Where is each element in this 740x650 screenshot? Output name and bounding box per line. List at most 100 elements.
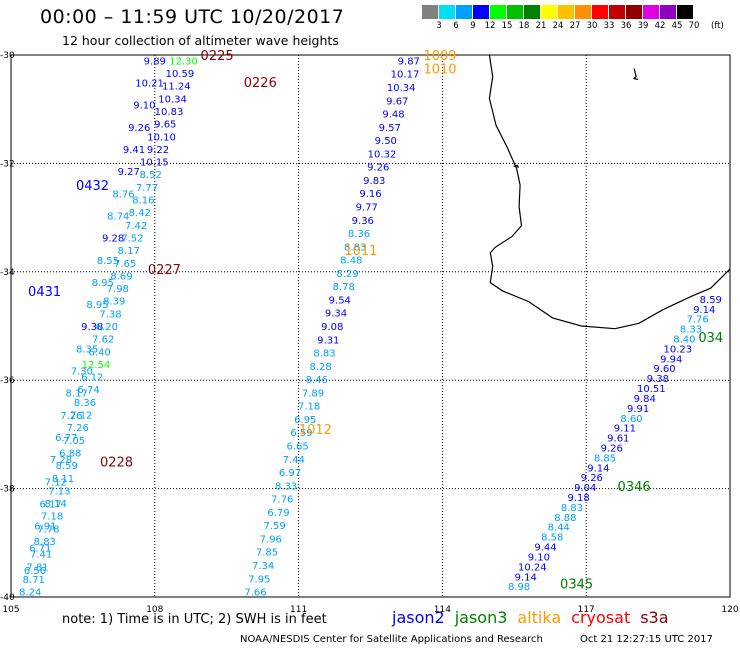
color-scale-tick: 70	[688, 21, 700, 31]
color-scale-ticks: 3 6 9 12 15 18 21 24 27 30 33 36 39 42 45 70	[422, 19, 699, 33]
wave-height-value: 8.55	[97, 256, 119, 267]
wave-height-value: 7.96	[260, 535, 282, 546]
footer-timestamp: Oct 21 12:27:15 UTC 2017	[580, 634, 713, 645]
wave-height-value: 12.54	[82, 360, 111, 371]
wave-height-value: 10.32	[368, 149, 397, 160]
wave-height-value: 7.13	[48, 486, 70, 497]
wave-height-value: 7.77	[136, 183, 158, 194]
wave-height-value: 9.61	[607, 434, 629, 445]
wave-height-value: 6.56	[24, 566, 46, 577]
wave-height-value: 10.17	[391, 70, 420, 81]
wave-height-value: 8.78	[333, 282, 355, 293]
color-swatch	[558, 5, 575, 19]
wave-height-value: 9.54	[329, 295, 351, 306]
wave-height-value: 7.12	[45, 477, 67, 488]
color-scale-tick: 3	[436, 21, 442, 31]
wave-height-value: 7.81	[26, 562, 48, 573]
color-scale-tick: 9	[470, 21, 476, 31]
wave-height-value: 8.98	[508, 582, 530, 593]
wave-height-value: 9.26	[581, 473, 603, 484]
wave-height-value: 8.24	[19, 588, 41, 599]
wave-height-value: 9.91	[627, 404, 649, 415]
wave-height-value: 9.41	[123, 145, 145, 156]
wave-height-value: 6.95	[294, 415, 316, 426]
satellite-altika: altika	[517, 608, 562, 627]
wave-height-value: 7.52	[121, 234, 143, 245]
wave-height-value: 9.28	[102, 234, 124, 245]
wave-height-value: 9.14	[587, 463, 609, 474]
longitude-label: 114	[434, 605, 451, 615]
pass-time-label: 0227	[148, 263, 181, 278]
color-scale-tick: 24	[552, 21, 564, 31]
wave-height-value: 7.62	[92, 335, 114, 346]
wave-height-value: 7.95	[248, 574, 270, 585]
wave-height-value: 8.17	[65, 389, 87, 400]
footer-credit: NOAA/NESDIS Center for Satellite Applica…	[240, 634, 543, 645]
wave-height-value: 7.44	[283, 455, 305, 466]
wave-height-value: 8.35	[76, 344, 98, 355]
wave-height-value: 7.78	[37, 524, 59, 535]
wave-height-value: 7.18	[41, 512, 63, 523]
wave-height-value: 8.69	[110, 271, 132, 282]
wave-height-value: 11.24	[162, 82, 191, 93]
wave-height-value: 8.17	[118, 246, 140, 257]
wave-height-value: 7.26	[60, 411, 82, 422]
wave-height-value: 8.83	[313, 349, 335, 360]
page-title: 00:00 – 11:59 UTC 10/20/2017	[40, 6, 345, 28]
latitude-label: -30	[0, 51, 15, 61]
wave-height-value: 6.91	[34, 522, 56, 533]
wave-height-value: 8.46	[306, 375, 328, 386]
wave-height-value: 7.30	[71, 367, 93, 378]
color-scale-tick: 36	[620, 21, 632, 31]
wave-height-value: 10.23	[663, 344, 692, 355]
wave-height-value: 7.59	[263, 521, 285, 532]
wave-height-value: 9.48	[382, 110, 404, 121]
wave-height-value: 9.04	[574, 483, 596, 494]
wave-height-value: 9.31	[317, 335, 339, 346]
inland-lake-outline	[632, 68, 639, 81]
wave-height-value: 9.26	[601, 444, 623, 455]
color-swatch	[524, 5, 541, 19]
wave-height-value: 9.57	[379, 123, 401, 134]
wave-height-value: 7.34	[252, 561, 274, 572]
color-swatch	[592, 5, 609, 19]
wave-height-value: 7.38	[99, 309, 121, 320]
wave-height-value: 9.22	[147, 145, 169, 156]
color-scale-tick: 15	[501, 21, 513, 31]
wave-height-value: 8.16	[132, 196, 154, 207]
wave-height-value: 9.60	[653, 364, 675, 375]
latitude-label: -36	[0, 376, 15, 386]
wave-height-value: 9.10	[133, 101, 155, 112]
color-swatch	[643, 5, 660, 19]
wave-height-value: 7.85	[256, 548, 278, 559]
color-scale-tick: 42	[654, 21, 666, 31]
color-scale-tick: 6	[453, 21, 459, 31]
wave-height-value: 10.83	[155, 107, 184, 118]
pass-time-label: 034	[698, 331, 723, 346]
pass-time-label: 1012	[299, 423, 332, 438]
map-frame	[10, 54, 731, 598]
wave-height-value: 6.74	[77, 385, 99, 396]
wave-height-value: 9.65	[154, 120, 176, 131]
color-scale-tick: 30	[586, 21, 598, 31]
wave-height-value: 8.85	[594, 453, 616, 464]
pass-time-label: 0226	[244, 76, 277, 91]
wave-height-value: 10.59	[166, 69, 195, 80]
wave-height-value: 8.11	[52, 474, 74, 485]
wave-height-value: 12.30	[169, 56, 198, 67]
wave-height-value: 8.59	[56, 461, 78, 472]
satellite-s3a: s3a	[640, 608, 669, 627]
longitude-label: 120	[721, 605, 738, 615]
wave-height-value: 8.83	[561, 503, 583, 514]
wave-height-value: 7.89	[302, 388, 324, 399]
wave-height-value: 10.34	[387, 83, 416, 94]
color-swatch	[660, 5, 677, 19]
color-scale-tick: 39	[637, 21, 649, 31]
pass-time-label: 0345	[560, 577, 593, 592]
wave-height-value: 8.42	[129, 208, 151, 219]
footer-note: note: 1) Time is in UTC; 2) SWH is in fe…	[62, 612, 327, 627]
wave-height-value: 8.88	[554, 513, 576, 524]
wave-height-value: 6.88	[59, 449, 81, 460]
wave-height-value: 8.76	[112, 189, 134, 200]
